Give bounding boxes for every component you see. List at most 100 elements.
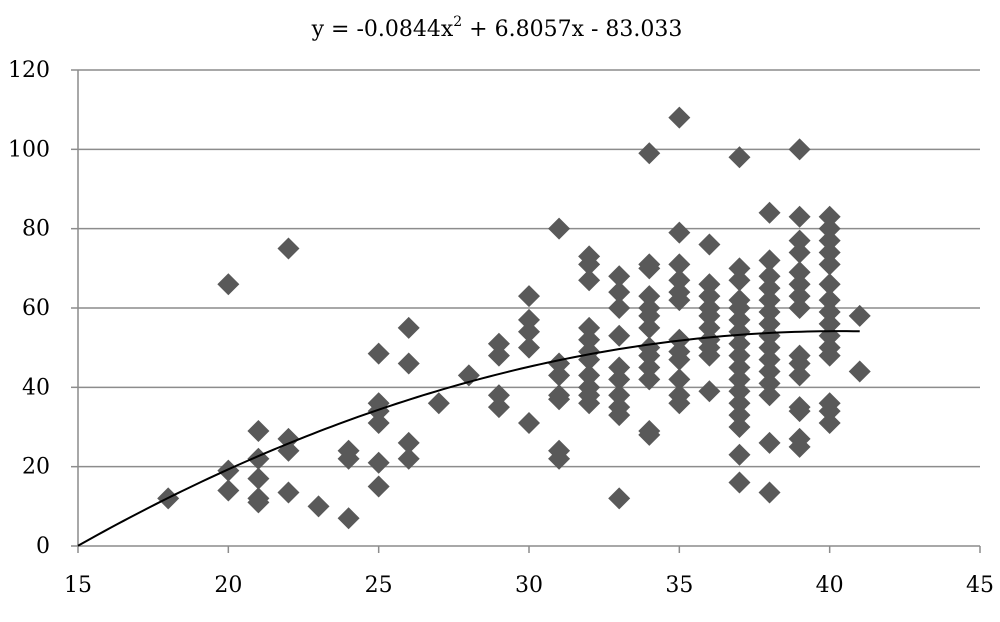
data-point (638, 423, 661, 446)
data-point (337, 507, 360, 530)
data-point (728, 320, 751, 343)
data-point (758, 336, 781, 359)
data-point (698, 273, 721, 296)
data-point (638, 344, 661, 367)
trendline-group (77, 330, 860, 547)
data-point (788, 400, 811, 423)
data-point (758, 265, 781, 288)
data-point (848, 360, 871, 383)
data-point (848, 304, 871, 327)
data-point (818, 217, 841, 240)
data-point (668, 368, 691, 391)
y-tick-label: 20 (22, 455, 50, 480)
data-point (758, 384, 781, 407)
data-point (668, 289, 691, 312)
data-point (698, 316, 721, 339)
data-point (728, 257, 751, 280)
equation-power: 2 (453, 14, 462, 30)
x-tick-label: 40 (816, 573, 844, 598)
data-point (217, 273, 240, 296)
data-point (487, 396, 510, 419)
data-point (758, 360, 781, 383)
y-tick-label: 120 (8, 58, 50, 83)
data-point (788, 435, 811, 458)
data-point (397, 447, 420, 470)
data-point (758, 372, 781, 395)
data-point (518, 412, 540, 435)
data-point (818, 229, 841, 252)
equation-suffix: + 6.8057x - 83.033 (462, 17, 682, 42)
data-point (217, 459, 240, 482)
data-point (638, 316, 661, 339)
data-point (818, 300, 841, 323)
data-point (578, 316, 601, 339)
data-point (367, 412, 390, 435)
data-point (698, 285, 721, 308)
data-point (668, 348, 691, 371)
y-tick-label: 80 (22, 217, 50, 242)
data-point (728, 269, 751, 292)
data-point (728, 404, 751, 427)
data-point (788, 364, 811, 387)
data-point (788, 273, 811, 296)
data-point (728, 416, 751, 438)
data-point (818, 289, 841, 312)
data-point (487, 332, 510, 355)
data-point (698, 304, 721, 327)
data-point (608, 324, 631, 347)
data-point (818, 412, 841, 435)
data-point (788, 205, 811, 228)
data-point (608, 384, 631, 407)
data-point (608, 356, 631, 379)
data-point (818, 273, 841, 296)
data-point (608, 265, 631, 288)
data-point (668, 269, 691, 292)
data-point (668, 106, 691, 129)
data-point (788, 285, 811, 308)
data-point (548, 217, 571, 240)
data-point (728, 344, 751, 367)
data-point (518, 336, 540, 359)
data-point (728, 368, 751, 391)
data-point (788, 261, 811, 284)
data-point (578, 392, 601, 415)
data-point (668, 253, 691, 276)
data-point (818, 344, 841, 367)
data-point (397, 352, 420, 375)
data-point (728, 356, 751, 379)
data-point (608, 281, 631, 304)
data-point (758, 481, 781, 504)
x-tick-label: 45 (966, 573, 994, 598)
data-point (758, 277, 781, 300)
data-point (247, 419, 270, 442)
data-point (608, 297, 631, 319)
data-point (638, 356, 661, 379)
data-point (758, 348, 781, 371)
data-point (638, 304, 661, 327)
data-point (728, 308, 751, 331)
data-point (788, 229, 811, 252)
data-point (728, 392, 751, 415)
data-point (397, 431, 420, 454)
data-point (758, 431, 781, 454)
data-point (818, 312, 841, 335)
data-point (758, 289, 781, 312)
data-point (548, 364, 571, 387)
x-tick-label: 15 (64, 573, 92, 598)
data-point (578, 253, 601, 276)
data-point (728, 380, 751, 403)
y-tick-label: 100 (8, 137, 50, 162)
data-point (728, 297, 751, 319)
data-point (758, 201, 781, 224)
data-point (247, 467, 270, 490)
x-tick-label: 25 (365, 573, 393, 598)
data-point (337, 447, 360, 470)
data-point (788, 138, 811, 161)
data-point (277, 427, 300, 450)
trendline-equation: y = -0.0844x2 + 6.8057x - 83.033 (311, 14, 683, 42)
data-point (608, 487, 631, 510)
gridlines (78, 69, 980, 468)
data-point (397, 316, 420, 339)
y-tick-label: 0 (36, 534, 50, 559)
